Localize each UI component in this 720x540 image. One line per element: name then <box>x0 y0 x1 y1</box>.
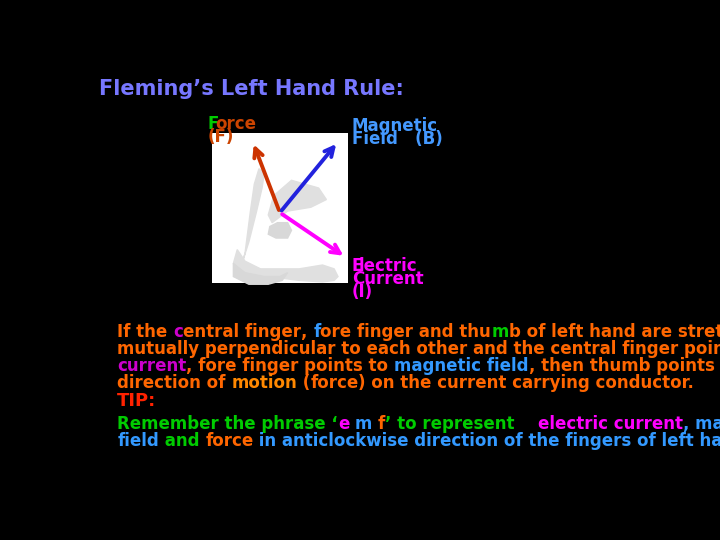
Text: m: m <box>491 323 508 341</box>
Text: E: E <box>352 257 364 275</box>
Text: ’ to represent: ’ to represent <box>385 415 538 433</box>
Text: direction of: direction of <box>117 374 231 391</box>
Text: , magnetic: , magnetic <box>683 415 720 433</box>
Text: Field   (B): Field (B) <box>352 130 443 148</box>
Polygon shape <box>243 168 264 261</box>
Text: c: c <box>173 323 183 341</box>
Text: electric current: electric current <box>538 415 683 433</box>
Text: (F): (F) <box>208 128 234 146</box>
Polygon shape <box>233 264 287 284</box>
Text: entral finger: entral finger <box>183 323 301 341</box>
Text: ,: , <box>301 323 313 341</box>
Polygon shape <box>233 249 338 282</box>
Text: and: and <box>159 432 205 450</box>
Bar <box>212 132 348 283</box>
Text: If the: If the <box>117 323 173 341</box>
Text: field: field <box>117 432 159 450</box>
Text: TIP:: TIP: <box>117 392 156 410</box>
Text: lectric: lectric <box>359 257 418 275</box>
Text: current: current <box>117 356 186 375</box>
Text: Fleming’s Left Hand Rule:: Fleming’s Left Hand Rule: <box>99 79 404 99</box>
Text: , fore finger points to: , fore finger points to <box>186 356 394 375</box>
Text: Remember the phrase ‘: Remember the phrase ‘ <box>117 415 338 433</box>
Text: Current: Current <box>352 271 423 288</box>
Text: orce: orce <box>215 115 256 133</box>
Text: f: f <box>378 415 385 433</box>
Text: m: m <box>355 415 372 433</box>
Text: magnetic field: magnetic field <box>394 356 528 375</box>
Text: F: F <box>208 115 219 133</box>
Text: mutually perpendicular to each other and the central finger points to: mutually perpendicular to each other and… <box>117 340 720 357</box>
Text: force: force <box>310 374 359 391</box>
Text: (I): (I) <box>352 284 373 301</box>
Polygon shape <box>269 222 292 238</box>
Text: force: force <box>205 432 253 450</box>
Text: , then thumb points in the: , then thumb points in the <box>528 356 720 375</box>
Text: ore finger and thu: ore finger and thu <box>320 323 491 341</box>
Text: f: f <box>313 323 320 341</box>
Polygon shape <box>269 180 326 222</box>
Text: ) on the current carrying conductor.: ) on the current carrying conductor. <box>359 374 694 391</box>
Text: motion: motion <box>231 374 297 391</box>
Text: Magnetic: Magnetic <box>352 117 438 135</box>
Text: b of left hand are stretched: b of left hand are stretched <box>508 323 720 341</box>
Text: (: ( <box>297 374 310 391</box>
Text: in anticlockwise direction of the fingers of left hand.: in anticlockwise direction of the finger… <box>253 432 720 450</box>
Text: e: e <box>338 415 349 433</box>
